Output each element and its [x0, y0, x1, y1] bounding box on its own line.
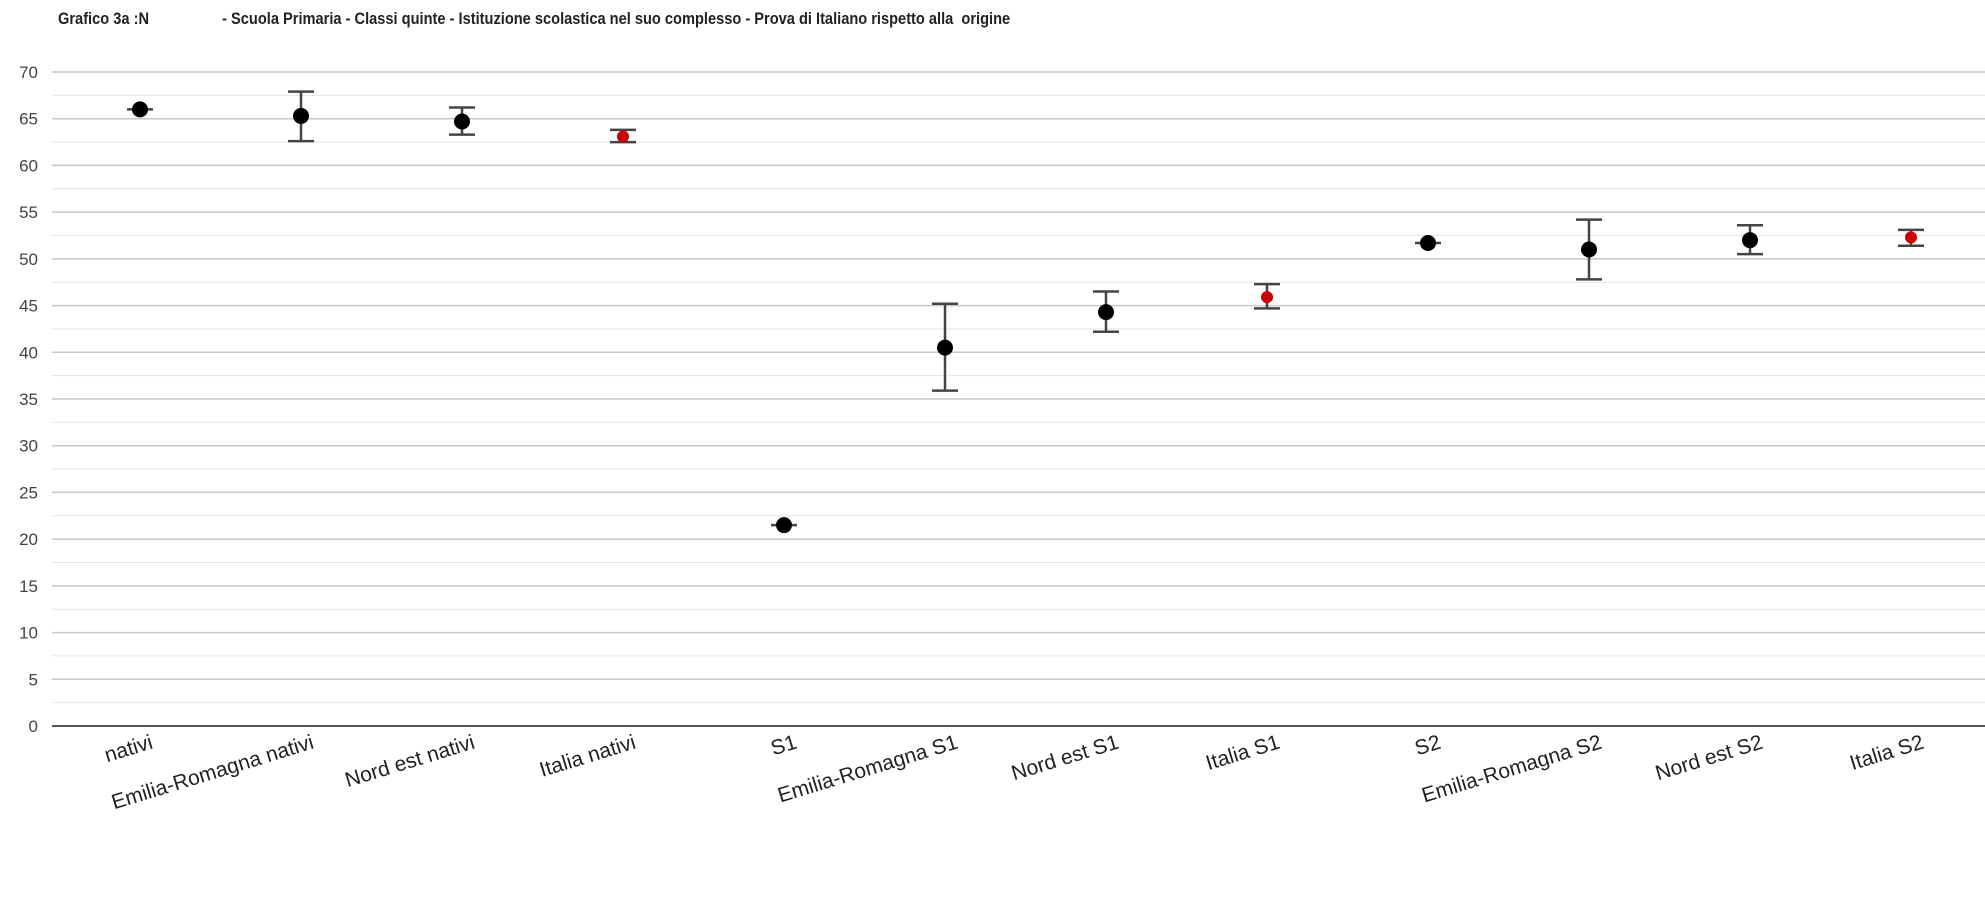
y-tick-label: 15 — [19, 577, 38, 596]
x-tick-label: Nord est S1 — [1009, 731, 1122, 785]
y-tick-label: 0 — [29, 717, 38, 736]
x-tick-label: S1 — [768, 731, 799, 761]
data-point — [776, 517, 792, 534]
x-tick-label: Emilia-Romagna S2 — [1419, 731, 1604, 808]
y-tick-label: 60 — [19, 156, 38, 175]
x-tick-label: S2 — [1412, 731, 1443, 761]
y-tick-label: 5 — [29, 670, 38, 689]
x-tick-label: Italia S1 — [1203, 731, 1282, 775]
y-tick-label: 10 — [19, 624, 38, 643]
data-point — [132, 101, 148, 118]
chart-title: Grafico 3a :N - Scuola Primaria - Classi… — [58, 9, 1011, 28]
data-point — [1905, 231, 1917, 244]
y-tick-label: 50 — [19, 250, 38, 269]
y-tick-label: 20 — [19, 530, 38, 549]
y-tick-label: 40 — [19, 343, 38, 362]
x-tick-label: nativi — [102, 731, 156, 767]
x-tick-label: Italia nativi — [537, 731, 639, 782]
data-point — [617, 130, 629, 143]
x-tick-label: Nord est nativi — [342, 731, 477, 792]
y-tick-label: 35 — [19, 390, 38, 409]
data-point — [937, 339, 953, 356]
data-point — [1098, 304, 1114, 321]
y-tick-label: 55 — [19, 203, 38, 222]
x-tick-label: Emilia-Romagna S1 — [775, 731, 960, 808]
data-point — [454, 113, 470, 130]
data-point — [1261, 291, 1273, 304]
y-tick-label: 30 — [19, 437, 38, 456]
x-tick-label: Italia S2 — [1847, 731, 1926, 775]
data-point — [1581, 241, 1597, 258]
data-point — [293, 107, 309, 124]
y-tick-label: 65 — [19, 110, 38, 129]
y-tick-label: 25 — [19, 483, 38, 502]
y-tick-label: 45 — [19, 297, 38, 316]
y-tick-label: 70 — [19, 63, 38, 82]
data-point — [1742, 232, 1758, 249]
data-point — [1420, 234, 1436, 251]
x-tick-label: Nord est S2 — [1653, 731, 1766, 785]
